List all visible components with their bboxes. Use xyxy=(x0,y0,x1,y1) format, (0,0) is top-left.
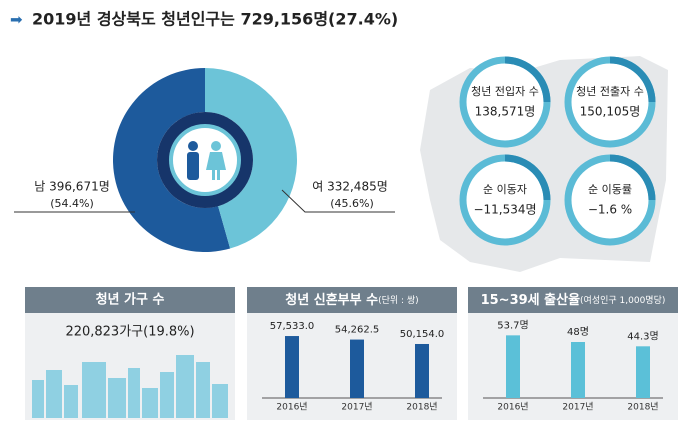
icon-body xyxy=(206,152,226,180)
skyline xyxy=(32,355,228,418)
stat-value: −11,534명 xyxy=(473,203,536,217)
household-value: 220,823가구(19.8%) xyxy=(65,325,194,340)
panel-header xyxy=(468,287,678,313)
panel-header xyxy=(25,287,235,313)
stat-label: 청년 전입자 수 xyxy=(471,85,539,98)
building xyxy=(160,372,174,418)
title: 2019년 경상북도 청년인구는 729,156명(27.4%) xyxy=(32,10,398,29)
x-label: 2016년 xyxy=(276,402,307,413)
value-label: 48명 xyxy=(567,326,589,338)
building xyxy=(64,385,78,418)
stat-label: 순 이동률 xyxy=(588,183,632,196)
pie-label: 여 332,485명 xyxy=(312,180,388,194)
x-label: 2016년 xyxy=(497,402,528,413)
panel-title: 15~39세 출산율(여성인구 1,000명당) xyxy=(481,292,666,308)
inner-core xyxy=(169,124,241,196)
stat-label: 청년 전출자 수 xyxy=(576,85,644,98)
pie-slice xyxy=(205,68,297,249)
x-label: 2017년 xyxy=(562,402,593,413)
value-label: 57,533.0 xyxy=(270,321,315,332)
icon-head xyxy=(188,141,198,151)
x-label: 2018년 xyxy=(627,402,658,413)
panel-header xyxy=(247,287,457,313)
building xyxy=(176,355,194,418)
panel-title: 청년 신혼부부 수(단위 : 쌍) xyxy=(285,292,418,308)
icon-body xyxy=(187,152,199,180)
building xyxy=(32,380,44,418)
building xyxy=(82,362,106,418)
arrow: ➡ xyxy=(10,11,23,29)
building xyxy=(212,384,228,418)
stat-value: 138,571명 xyxy=(475,105,536,119)
building xyxy=(128,368,140,418)
stat-arc xyxy=(609,154,656,201)
bar xyxy=(285,336,299,398)
building xyxy=(46,370,62,418)
pie-label: 남 396,671명 xyxy=(34,180,110,194)
building xyxy=(142,388,158,418)
value-label: 50,154.0 xyxy=(400,329,445,340)
stat-arc xyxy=(609,56,656,103)
pie-value: (54.4%) xyxy=(50,197,94,210)
pie-slice xyxy=(112,68,231,253)
bar xyxy=(506,335,520,398)
stat-arc xyxy=(504,56,551,103)
building xyxy=(196,362,210,418)
x-label: 2017년 xyxy=(341,402,372,413)
subtitle: (여성인구 1,000명당) xyxy=(580,294,665,306)
x-label: 2018년 xyxy=(406,402,437,413)
pie-value: (45.6%) xyxy=(330,197,374,210)
value-label: 54,262.5 xyxy=(335,325,380,336)
title: 15~39세 출산율 xyxy=(481,292,580,308)
stat-arc xyxy=(504,154,551,201)
bar xyxy=(571,342,585,398)
stat-value: 150,105명 xyxy=(580,105,641,119)
bar xyxy=(350,339,364,398)
panel-title: 청년 가구 수 xyxy=(96,292,165,308)
title: 청년 신혼부부 수 xyxy=(285,292,378,308)
building xyxy=(108,378,126,418)
value-label: 53.7명 xyxy=(497,319,528,331)
value-label: 44.3명 xyxy=(627,330,658,342)
stat-label: 순 이동자 xyxy=(483,183,527,196)
bar xyxy=(415,343,429,398)
stat-value: −1.6 % xyxy=(588,203,632,217)
leader xyxy=(281,189,395,213)
icon-head xyxy=(211,141,221,151)
bar xyxy=(636,346,650,398)
subtitle: (단위 : 쌍) xyxy=(378,295,419,306)
